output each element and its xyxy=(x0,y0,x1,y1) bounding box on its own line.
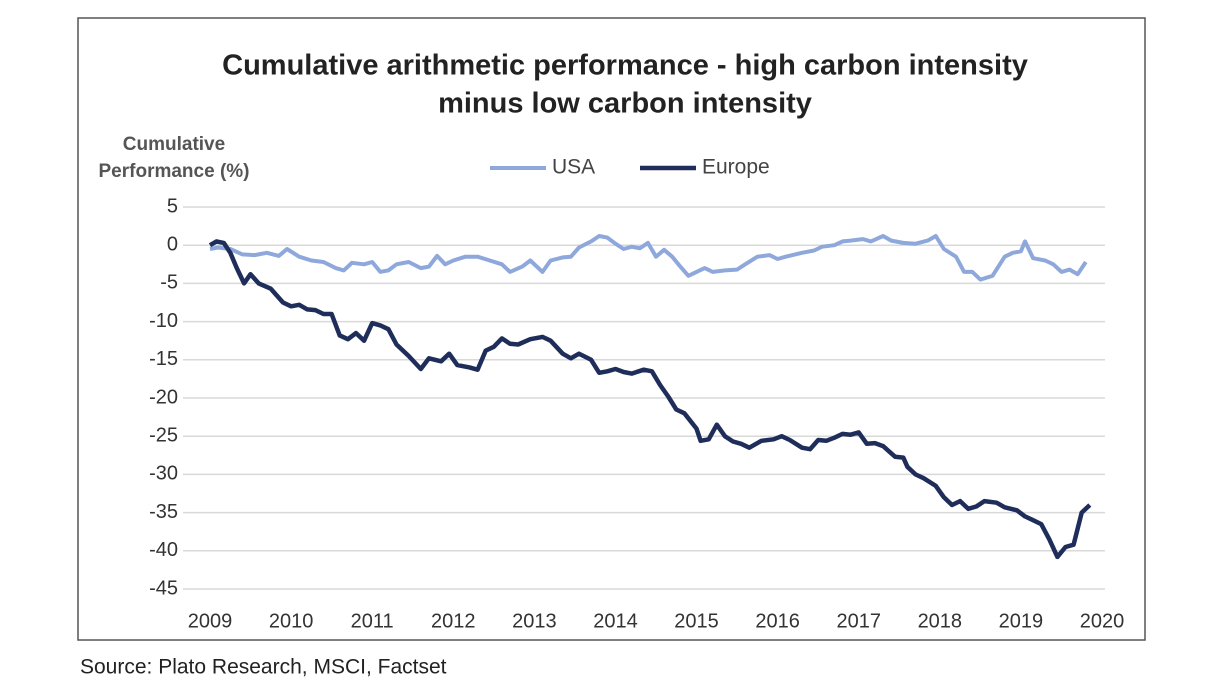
x-tick-label: 2010 xyxy=(269,610,314,632)
series-line xyxy=(208,239,1092,560)
y-tick-label: -30 xyxy=(149,463,178,485)
x-tick-label: 2015 xyxy=(674,610,719,632)
y-tick-label: -10 xyxy=(149,310,178,332)
y-axis-label: Cumulative xyxy=(123,134,225,155)
x-tick-label: 2016 xyxy=(755,610,800,632)
x-tick-label: 2019 xyxy=(999,610,1044,632)
chart-frame xyxy=(77,17,1146,641)
series-line xyxy=(209,234,1088,282)
source-note: Source: Plato Research, MSCI, Factset xyxy=(80,656,447,679)
chart-title: Cumulative arithmetic performance - high… xyxy=(222,50,1028,82)
legend-label: USA xyxy=(552,156,595,179)
y-tick-label: -20 xyxy=(149,386,178,408)
x-tick-label: 2018 xyxy=(918,610,963,632)
y-tick-label: -35 xyxy=(149,501,178,523)
x-tick-label: 2013 xyxy=(512,610,557,632)
legend-label: Europe xyxy=(702,156,770,179)
y-tick-label: -25 xyxy=(149,424,178,446)
x-tick-label: 2012 xyxy=(431,610,476,632)
y-tick-label: 0 xyxy=(167,233,178,255)
y-tick-label: -15 xyxy=(149,348,178,370)
x-tick-label: 2020 xyxy=(1080,610,1125,632)
x-tick-label: 2009 xyxy=(188,610,233,632)
y-axis-label: Performance (%) xyxy=(99,161,250,182)
x-tick-label: 2011 xyxy=(351,610,394,632)
y-tick-label: 5 xyxy=(167,195,178,217)
x-tick-label: 2017 xyxy=(836,610,881,632)
x-tick-label: 2014 xyxy=(593,610,638,632)
y-tick-label: -45 xyxy=(149,577,178,599)
y-tick-label: -40 xyxy=(149,539,178,561)
y-tick-label: -5 xyxy=(160,272,178,294)
chart-title: minus low carbon intensity xyxy=(438,88,812,120)
